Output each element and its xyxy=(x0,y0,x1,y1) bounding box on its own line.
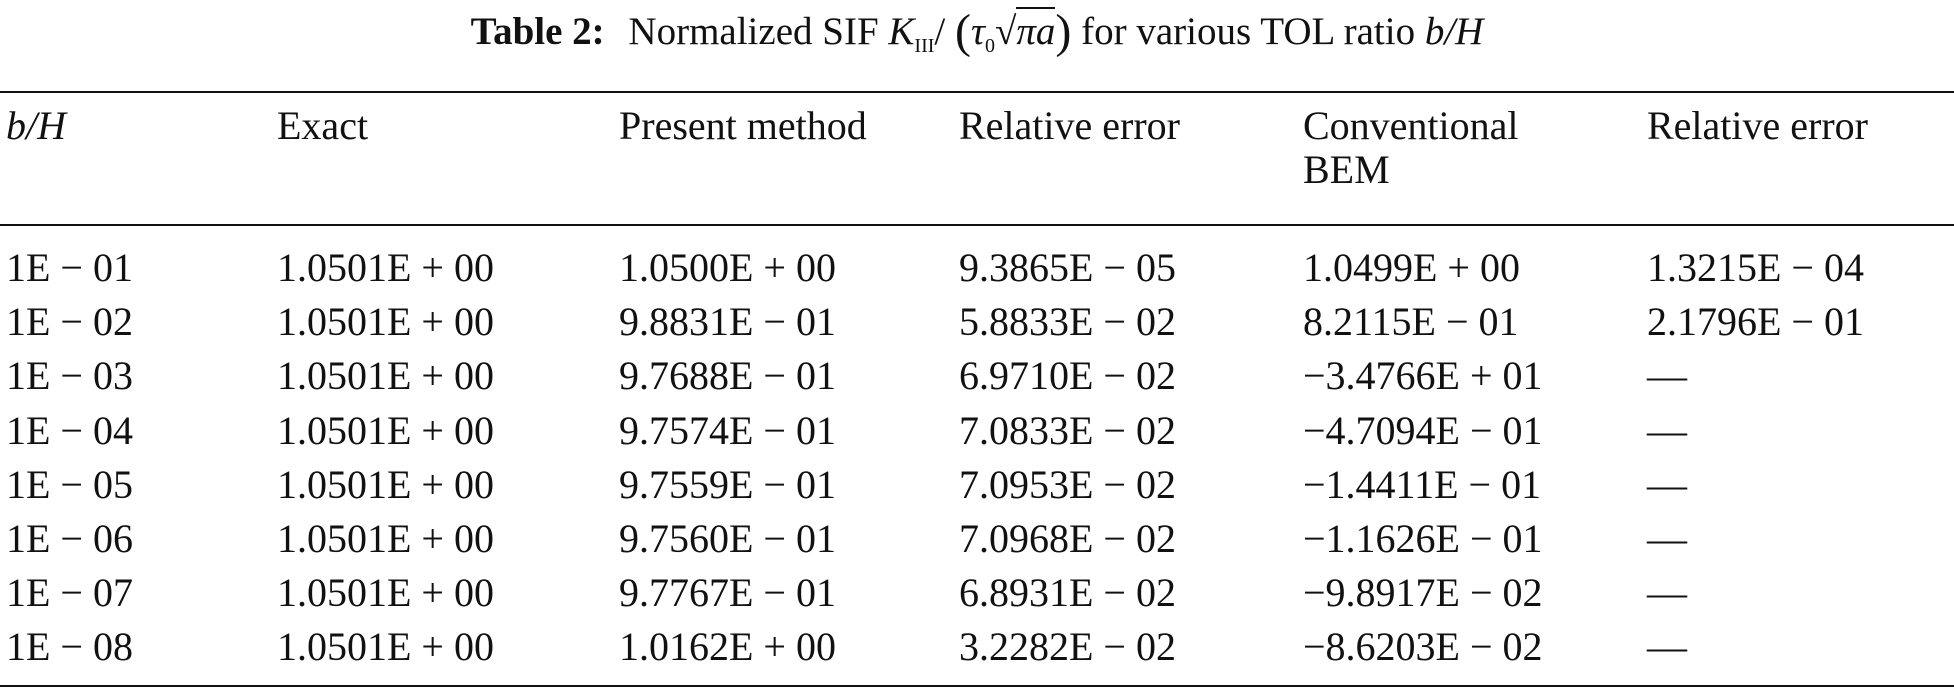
caption-radicand: πa xyxy=(1016,7,1056,53)
table-cell: 1E − 03 xyxy=(6,353,133,399)
table-cell: 2.1796E − 01 xyxy=(1647,299,1864,345)
column-header: Exact xyxy=(277,103,369,148)
table-cell: 1E − 04 xyxy=(6,407,133,453)
table-cell: 7.0953E − 02 xyxy=(959,461,1176,507)
table-cell: 9.3865E − 05 xyxy=(959,245,1176,290)
table-cell: 1E − 05 xyxy=(6,461,133,507)
caption-suffix: for various TOL ratio xyxy=(1081,10,1416,53)
table-cell: −4.7094E − 01 xyxy=(1303,407,1543,453)
table-cell: 1.0501E + 00 xyxy=(277,570,494,616)
table-cell: 1.0501E + 00 xyxy=(277,299,494,345)
table-cell: 1.0501E + 00 xyxy=(277,516,494,561)
caption-label: Table 2: xyxy=(470,10,605,53)
caption-subscript: III xyxy=(914,35,935,57)
table-cell: 9.7688E − 01 xyxy=(619,353,836,399)
table-cell: 9.7767E − 01 xyxy=(619,570,836,616)
header-rule xyxy=(0,224,1954,226)
table-cell: −1.1626E − 01 xyxy=(1303,516,1543,561)
table-cell: 1.0501E + 00 xyxy=(277,461,494,507)
table-cell: 9.7574E − 01 xyxy=(619,407,836,453)
table-cell: 7.0833E − 02 xyxy=(959,407,1176,453)
table-cell: 9.7560E − 01 xyxy=(619,516,836,561)
table-cell: 1E − 06 xyxy=(6,516,133,561)
table-cell: — xyxy=(1647,570,1687,616)
bottom-rule xyxy=(0,685,1954,687)
caption-ratio: b/H xyxy=(1424,10,1484,53)
table-cell: 9.7559E − 01 xyxy=(619,461,836,507)
table-cell: 1E − 02 xyxy=(6,299,133,345)
table-cell: −1.4411E − 01 xyxy=(1303,461,1542,507)
column-header: Relative error xyxy=(959,103,1180,148)
caption-text: Normalized SIF xyxy=(628,10,879,53)
table-cell: 6.9710E − 02 xyxy=(959,353,1176,399)
radical: √ xyxy=(994,10,1017,53)
table-cell: 6.8931E − 02 xyxy=(959,570,1176,616)
table-cell: 1.0501E + 00 xyxy=(277,407,494,453)
table-cell: 1E − 01 xyxy=(6,245,133,290)
table-caption: Table 2: Normalized SIF KIII/ (τ0√πa) fo… xyxy=(0,4,1954,59)
table-cell: 3.2282E − 02 xyxy=(959,624,1176,670)
top-rule xyxy=(0,91,1954,93)
table-cell: — xyxy=(1647,461,1687,507)
table-cell: −8.6203E − 02 xyxy=(1303,624,1543,670)
caption-slash: / xyxy=(934,10,946,53)
table-cell: 1E − 07 xyxy=(6,570,133,616)
table-cell: 1.0501E + 00 xyxy=(277,624,494,670)
table-cell: — xyxy=(1647,353,1687,399)
table-cell: −3.4766E + 01 xyxy=(1303,353,1543,399)
table-cell: — xyxy=(1647,516,1687,561)
table-cell: 1.0500E + 00 xyxy=(619,245,836,290)
table-cell: 8.2115E − 01 xyxy=(1303,299,1519,345)
paren: ) xyxy=(1055,5,1072,58)
table-cell: 1.0501E + 00 xyxy=(277,353,494,399)
caption-tau-subscript: 0 xyxy=(984,35,995,57)
table-cell: −9.8917E − 02 xyxy=(1303,570,1543,616)
table-cell: 5.8833E − 02 xyxy=(959,299,1176,345)
table-cell: 1E − 08 xyxy=(6,624,133,670)
column-header: Present method xyxy=(619,103,867,148)
table-cell: 1.0499E + 00 xyxy=(1303,245,1520,290)
table-cell: — xyxy=(1647,624,1687,670)
table-cell: 1.3215E − 04 xyxy=(1647,245,1864,290)
caption-symbol: K xyxy=(888,10,915,53)
column-header: Relative error xyxy=(1647,103,1868,148)
table-cell: 9.8831E − 01 xyxy=(619,299,836,345)
table-cell: 1.0162E + 00 xyxy=(619,624,836,670)
table-cell: 1.0501E + 00 xyxy=(277,245,494,290)
paren: ( xyxy=(954,5,971,58)
table-cell: 7.0968E − 02 xyxy=(959,516,1176,561)
table-cell: — xyxy=(1647,407,1687,453)
column-header: Conventional BEM xyxy=(1303,103,1519,192)
column-header: b/H xyxy=(6,103,66,148)
caption-tau: τ xyxy=(970,10,985,53)
